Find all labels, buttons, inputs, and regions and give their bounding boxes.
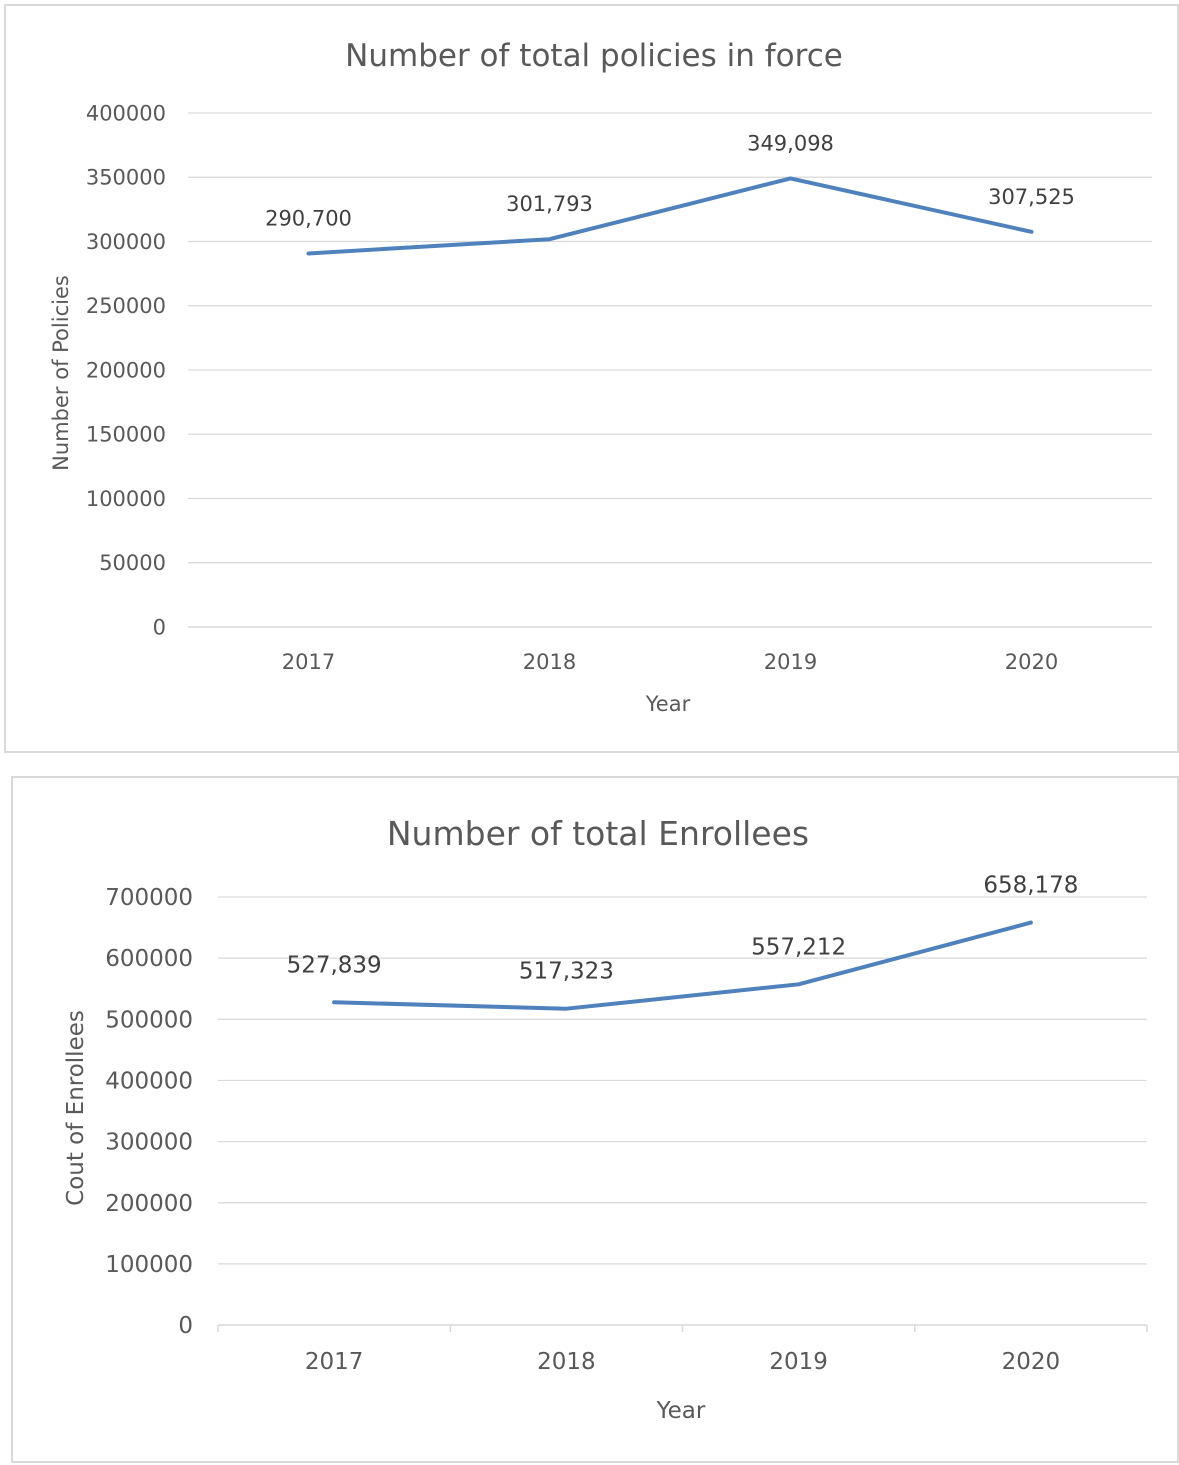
x-tick-label: 2020 [1005,650,1058,674]
data-label: 557,212 [751,934,846,960]
x-tick-label: 2019 [769,1349,828,1375]
enrollees-chart-panel: Number of total Enrollees Year Cout of E… [11,776,1179,1463]
y-tick-label: 300000 [86,230,166,254]
plot-area: 0 50000 100000 150000 200000 250000 300000 3500… [86,101,1152,674]
y-tick-label: 350000 [86,166,166,190]
y-tick-label: 400000 [86,101,166,125]
y-tick-label: 100000 [86,487,166,511]
chart-title: Number of total policies in force [345,38,843,74]
y-tick-label: 250000 [86,294,166,318]
data-label: 527,839 [287,952,382,978]
data-label: 307,525 [988,185,1075,209]
y-tick-label: 400000 [105,1068,193,1094]
x-tick-label: 2018 [537,1349,596,1375]
y-tick-label: 700000 [105,885,193,911]
x-tick-label: 2017 [305,1349,364,1375]
series-line [332,920,1033,1011]
data-label: 517,323 [519,959,614,985]
y-axis-label: Number of Policies [49,275,73,471]
data-label: 301,793 [506,192,593,216]
series-line [306,176,1034,256]
x-tick-label: 2019 [764,650,817,674]
x-axis-label: Year [656,1398,706,1424]
y-tick-label: 500000 [105,1007,193,1033]
policies-chart-panel: Number of total policies in force Year N… [4,4,1179,753]
x-axis-label: Year [645,692,691,716]
data-label: 658,178 [983,873,1078,899]
policies-chart: Number of total policies in force Year N… [49,38,1152,716]
data-label: 349,098 [747,131,834,155]
enrollees-chart: Number of total Enrollees Year Cout of E… [63,814,1148,1424]
y-tick-label: 0 [153,615,166,639]
y-tick-label: 0 [178,1313,193,1339]
y-tick-label: 150000 [86,423,166,447]
x-tick-label: 2020 [1002,1349,1061,1375]
y-tick-label: 300000 [105,1130,193,1156]
x-tick-label: 2018 [523,650,576,674]
plot-area: 0 100000 200000 300000 400000 500000 600000 700… [105,873,1148,1375]
chart-title: Number of total Enrollees [387,814,809,853]
y-tick-label: 100000 [105,1252,193,1278]
y-tick-label: 50000 [99,551,166,575]
x-tick-label: 2017 [282,650,335,674]
y-tick-label: 600000 [105,946,193,972]
data-label: 290,700 [265,206,352,230]
y-tick-label: 200000 [105,1191,193,1217]
y-tick-label: 200000 [86,358,166,382]
y-axis-label: Cout of Enrollees [63,1010,89,1206]
